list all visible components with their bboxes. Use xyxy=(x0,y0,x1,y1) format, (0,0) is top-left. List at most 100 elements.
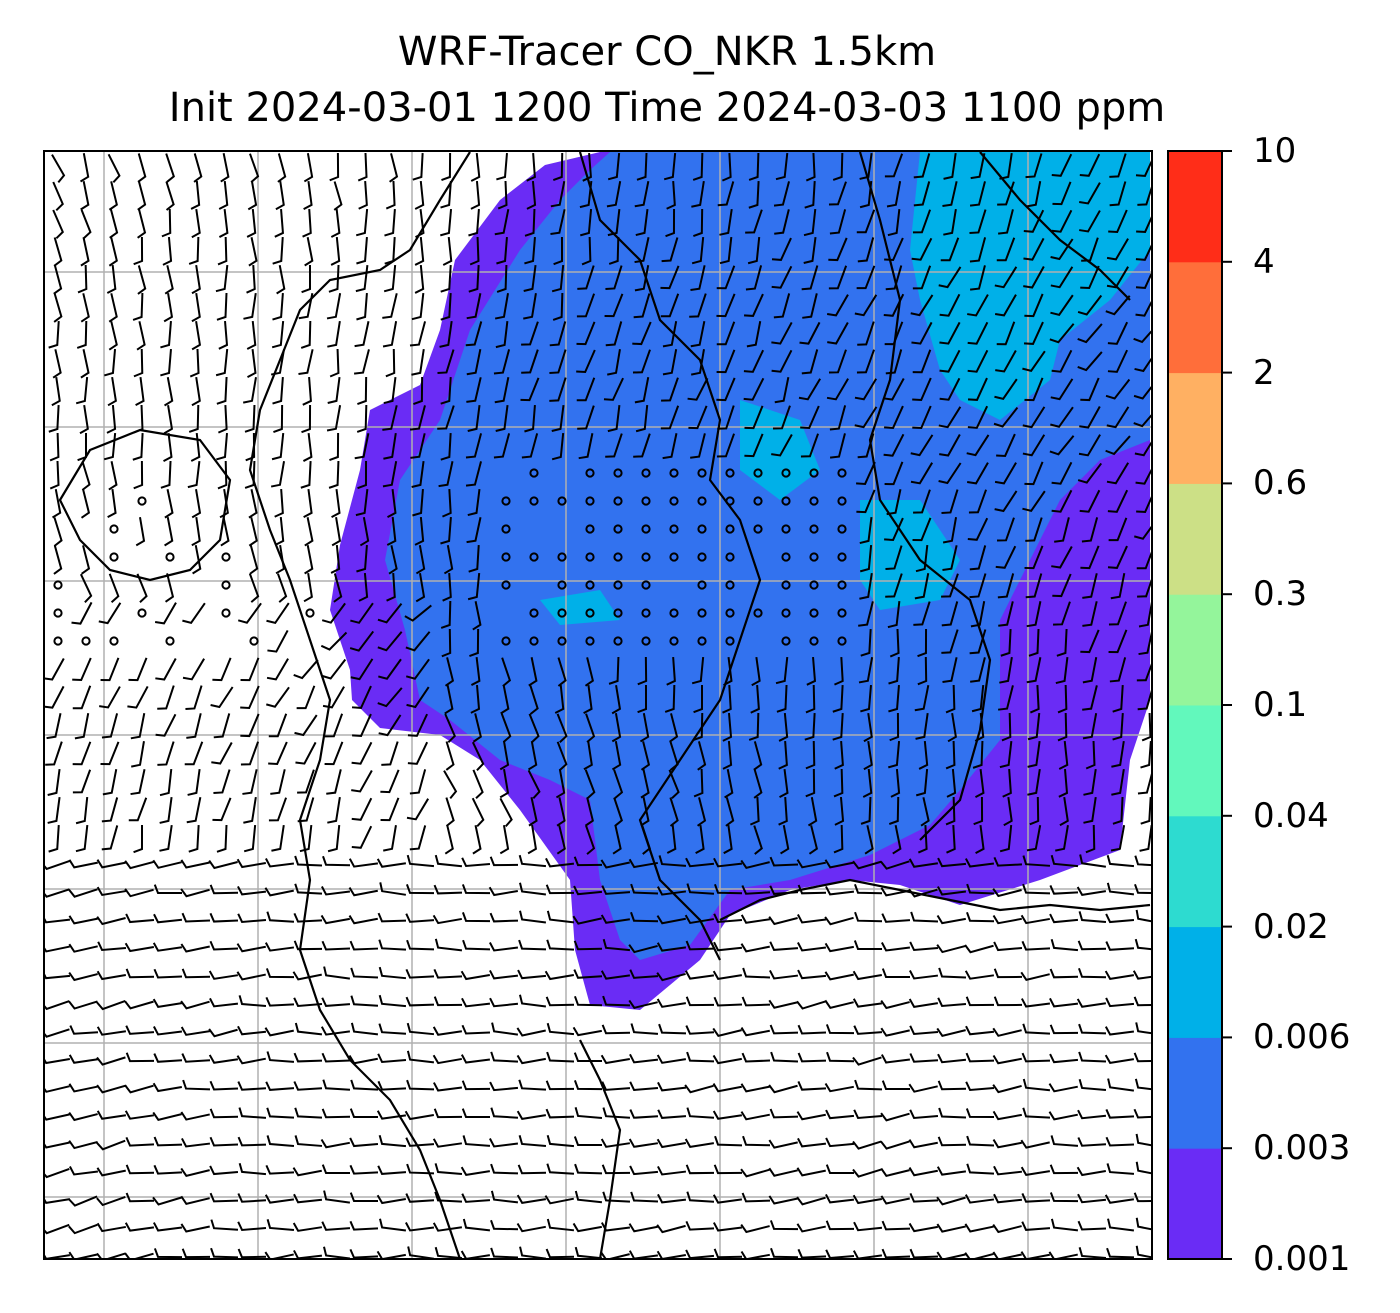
wind-barb xyxy=(383,264,397,293)
wind-barb xyxy=(637,656,648,686)
wind-barb xyxy=(860,628,872,657)
wind-barb xyxy=(495,320,509,349)
wind-barb xyxy=(460,1166,491,1177)
wind-barb xyxy=(881,913,911,923)
wind-barb xyxy=(128,657,148,682)
wind-barb xyxy=(744,433,764,458)
wind-barb xyxy=(936,1251,966,1259)
wind-barb xyxy=(354,433,370,460)
wind-barb xyxy=(993,996,1023,1007)
wind-barb xyxy=(523,292,537,320)
wind-barb xyxy=(1080,629,1100,654)
wind-barb xyxy=(152,1196,182,1206)
wind-barb xyxy=(247,181,258,211)
wind-barb xyxy=(688,405,708,430)
wind-barb xyxy=(753,741,763,771)
wind-barb xyxy=(163,292,174,323)
wind-barb xyxy=(858,601,874,627)
wind-barb xyxy=(237,1081,267,1091)
wind-barb xyxy=(213,713,231,739)
wind-barb xyxy=(68,888,98,898)
wind-barb xyxy=(908,1167,938,1177)
wind-barb xyxy=(576,293,596,318)
calm-wind-marker xyxy=(557,552,567,562)
wind-barb xyxy=(217,404,228,434)
wind-barb xyxy=(71,601,93,625)
wind-barb xyxy=(912,377,932,402)
wind-barb xyxy=(994,294,1017,317)
wind-barb xyxy=(697,741,707,771)
wind-barb xyxy=(574,1190,603,1204)
wind-barb xyxy=(303,488,313,519)
calm-wind-marker xyxy=(641,552,651,562)
wind-barb xyxy=(220,517,230,547)
wind-barb xyxy=(495,404,509,432)
wind-barb xyxy=(135,517,146,547)
wind-barb xyxy=(825,1220,855,1231)
wind-barb xyxy=(406,798,430,821)
wind-barb xyxy=(749,796,760,826)
wind-barb xyxy=(859,572,873,600)
wind-barb xyxy=(662,349,678,376)
wind-barb xyxy=(600,914,631,924)
wind-barb xyxy=(1141,712,1152,742)
wind-barb xyxy=(1024,377,1044,402)
calm-wind-marker xyxy=(557,496,567,506)
wind-barb xyxy=(79,573,93,604)
calm-wind-marker xyxy=(165,636,175,646)
wind-barb xyxy=(545,1248,575,1259)
wind-barb xyxy=(68,1251,98,1259)
wind-barb xyxy=(824,1082,854,1093)
wind-barb xyxy=(304,237,314,267)
wind-barb xyxy=(321,658,347,680)
wind-barb xyxy=(524,208,536,237)
wind-barb xyxy=(992,1110,1022,1121)
wind-barb xyxy=(188,404,200,433)
wind-barb xyxy=(666,656,676,686)
wind-barb xyxy=(415,545,426,575)
wind-barb xyxy=(461,997,491,1008)
wind-barb xyxy=(1020,971,1050,981)
wind-barb xyxy=(880,887,910,897)
wind-barb xyxy=(886,181,902,208)
wind-barb xyxy=(53,237,63,267)
wind-barb xyxy=(578,433,594,460)
wind-barb xyxy=(490,1051,519,1063)
wind-barb xyxy=(1106,462,1130,485)
wind-barb xyxy=(434,854,463,868)
wind-barb xyxy=(881,968,911,979)
wind-barb xyxy=(885,349,903,375)
wind-barb xyxy=(1077,1193,1107,1204)
wind-barb xyxy=(603,377,624,401)
wind-barb xyxy=(1020,1139,1050,1149)
wind-barb xyxy=(265,1081,295,1091)
wind-barb xyxy=(797,914,827,924)
wind-barb xyxy=(240,657,260,682)
wind-barb xyxy=(329,152,340,182)
wind-barb xyxy=(884,405,904,429)
wind-barb xyxy=(994,266,1018,289)
wind-barb xyxy=(607,404,621,433)
wind-barb xyxy=(440,432,452,461)
wind-barb xyxy=(1051,349,1073,373)
wind-barb xyxy=(208,1054,239,1064)
wind-barb xyxy=(101,797,119,823)
wind-barb xyxy=(351,685,372,709)
wind-barb xyxy=(350,995,379,1007)
wind-barb xyxy=(828,349,847,374)
wind-barb xyxy=(133,236,144,266)
wind-barb xyxy=(573,969,603,979)
wind-barb xyxy=(859,180,873,209)
wind-barb xyxy=(633,293,651,319)
wind-barb xyxy=(348,887,378,897)
wind-barb xyxy=(660,293,680,318)
wind-barb xyxy=(798,378,822,401)
wind-barb xyxy=(1082,573,1098,599)
wind-barb xyxy=(209,940,239,951)
wind-barb xyxy=(520,377,540,402)
wind-barb xyxy=(160,348,172,377)
wind-barb xyxy=(768,916,798,926)
wind-barb xyxy=(157,685,175,710)
wind-barb xyxy=(574,995,603,1007)
wind-barb xyxy=(519,910,547,924)
